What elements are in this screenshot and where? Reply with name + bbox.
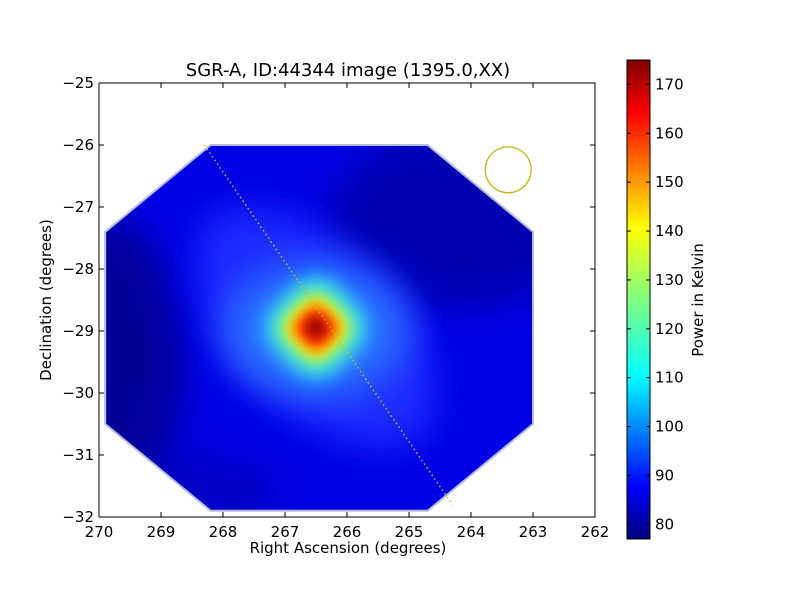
galactic-plane-line (203, 144, 453, 505)
heatmap-image (105, 145, 533, 511)
colorbar-tick-label: 90 (655, 466, 674, 484)
x-tick-label: 270 (85, 523, 114, 541)
x-tick-label: 268 (209, 523, 238, 541)
heatmap-peak (307, 317, 325, 338)
beam-circle (484, 146, 532, 194)
colorbar-tick-label: 120 (655, 320, 684, 338)
colorbar-tick-label: 100 (655, 418, 684, 436)
colorbar-tick-label: 110 (655, 369, 684, 387)
y-tick-label: −27 (62, 198, 94, 216)
colorbar-tick-label: 80 (655, 515, 674, 533)
colorbar-tick-label: 160 (655, 124, 684, 142)
y-axis-label: Declination (degrees) (37, 219, 55, 381)
x-tick-label: 263 (519, 523, 548, 541)
y-tick-label: −32 (62, 508, 94, 526)
colorbar-tick-label: 130 (655, 271, 684, 289)
x-tick-label: 262 (581, 523, 610, 541)
y-tick-label: −29 (62, 322, 94, 340)
heatmap-dark-south (105, 452, 284, 511)
colorbar (626, 59, 651, 540)
colorbar-tick-label: 140 (655, 222, 684, 240)
x-axis-ticks: 270 269 268 267 266 265 264 263 262 (85, 83, 610, 541)
colorbar-tick-label: 150 (655, 173, 684, 191)
y-axis-ticks: −25 −26 −27 −28 −29 −30 −31 −32 (62, 74, 595, 526)
x-tick-label: 265 (395, 523, 424, 541)
y-tick-label: −30 (62, 384, 94, 402)
y-tick-label: −28 (62, 260, 94, 278)
x-tick-label: 266 (333, 523, 362, 541)
y-tick-label: −25 (62, 74, 94, 92)
chart-title: SGR-A, ID:44344 image (1395.0,XX) (186, 60, 510, 81)
x-tick-label: 267 (271, 523, 300, 541)
heatmap-dark-west (105, 218, 182, 511)
x-axis-label: Right Ascension (degrees) (250, 539, 447, 557)
colorbar-label: Power in Kelvin (689, 243, 707, 357)
y-tick-label: −31 (62, 446, 94, 464)
colorbar-tick-label: 170 (655, 75, 684, 93)
colorbar-ticks: 80 90 100 110 120 130 140 150 160 170 (627, 75, 684, 533)
image-footprint-edge (104, 144, 534, 512)
x-tick-label: 269 (147, 523, 176, 541)
x-tick-label: 264 (457, 523, 486, 541)
y-tick-label: −26 (62, 136, 94, 154)
